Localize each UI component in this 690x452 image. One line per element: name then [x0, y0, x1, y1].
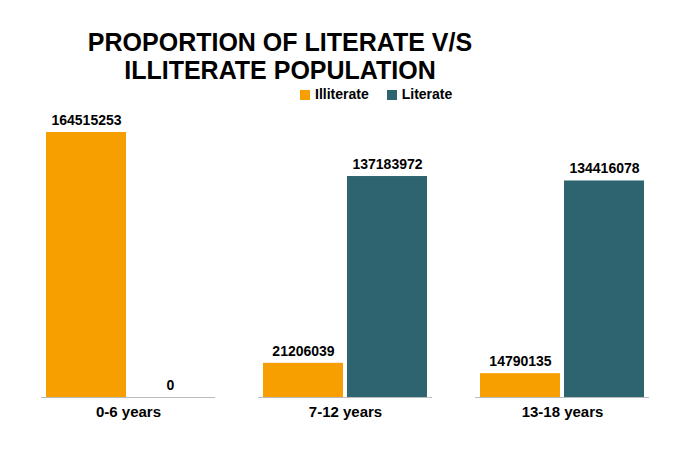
svg-text:0: 0 — [167, 377, 175, 393]
svg-text:0-6 years: 0-6 years — [96, 403, 161, 420]
svg-text:13-18 years: 13-18 years — [522, 403, 604, 420]
svg-text:14790135: 14790135 — [489, 353, 552, 369]
svg-text:137183972: 137183972 — [352, 156, 422, 172]
svg-text:134416078: 134416078 — [569, 160, 639, 176]
html-text:Literate: Literate — [401, 86, 453, 102]
html-text:Illiterate: Illiterate — [315, 86, 369, 102]
svg-text:164515253: 164515253 — [51, 112, 121, 128]
html-text:PROPORTION OF LITERATE V/S ILL: PROPORTION OF LITERATE V/S ILLITERATE PO… — [87, 28, 473, 84]
svg-text:21206039: 21206039 — [272, 343, 335, 359]
svg-text:7-12 years: 7-12 years — [309, 403, 382, 420]
